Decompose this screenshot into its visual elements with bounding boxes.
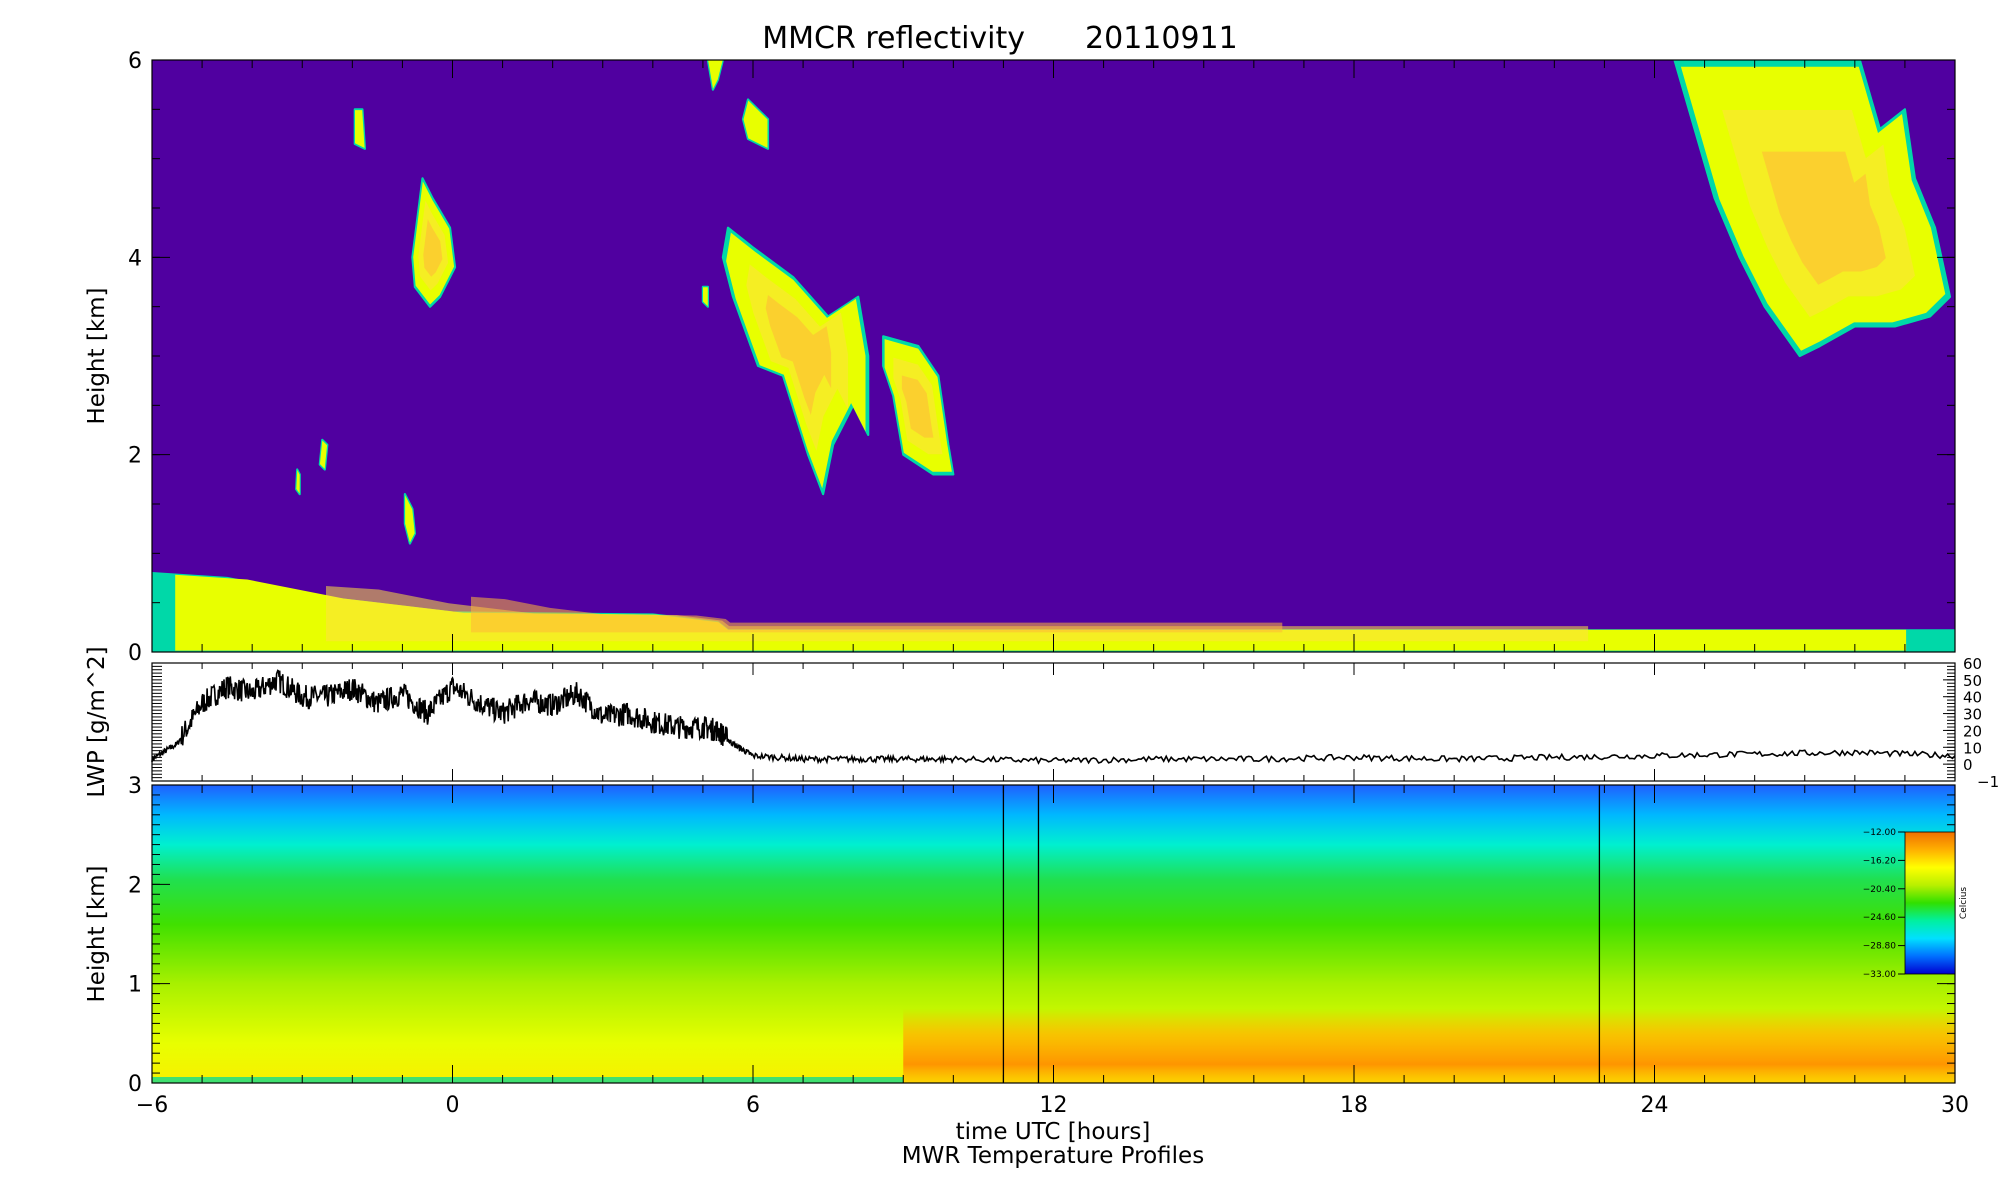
x-tick-label: 12 [1040, 1093, 1068, 1118]
cloud-feature-layer [765, 295, 832, 415]
y-tick-label: 0 [128, 1072, 142, 1097]
colorbar-tick-label: −33.00 [1863, 970, 1897, 980]
cloud-feature [403, 493, 416, 545]
lwp-y-tick-label: 40 [1963, 689, 1982, 707]
y-tick-label: 6 [128, 49, 142, 74]
x-tick-label: 24 [1641, 1093, 1669, 1118]
cloud-feature [1673, 60, 1952, 358]
cloud-feature-layer [471, 596, 1283, 633]
cloud-feature [411, 177, 457, 308]
vertical-markers [1002, 785, 1636, 1083]
colorbar-tick-label: −20.40 [1863, 885, 1897, 895]
caption: MWR Temperature Profiles [902, 1143, 1204, 1169]
colorbar-gradient [1904, 831, 1956, 975]
x-tick-label: −6 [136, 1093, 168, 1118]
cloud-feature-layer [901, 375, 934, 438]
lwp-y-tick-label: 30 [1963, 706, 1982, 724]
reflectivity-axis-ticks: 0 2 4 6 [128, 49, 1956, 666]
cloud-feature-layer [296, 470, 300, 494]
cloud-feature [152, 572, 1955, 652]
colorbar-tick-label: −24.60 [1863, 913, 1897, 923]
lwp-y-tick-label: 60 [1963, 655, 1982, 673]
colorbar: −12.00 −16.20 −20.40 −24.60 −28.80 −33.00 Cel… [1863, 828, 1969, 980]
surface-strip [152, 1077, 904, 1083]
cloud-feature-layer [405, 495, 415, 543]
x-tick-label: 6 [746, 1093, 760, 1118]
cloud-feature [706, 60, 724, 91]
reflectivity-background [152, 60, 1955, 652]
chart-title: MMCR reflectivity 20110911 [762, 21, 1237, 56]
colorbar-label: Celcius [1959, 887, 1969, 919]
colorbar-tick-label: −28.80 [1863, 942, 1897, 952]
cloud-features [152, 60, 1955, 652]
y-tick-label: 2 [128, 444, 142, 469]
cloud-feature-layer [423, 219, 443, 277]
y-tick-label: 0 [128, 641, 142, 666]
reflectivity-panel: 0 2 4 6 Height [km] [84, 49, 1956, 666]
lwp-series-line [151, 669, 1956, 765]
x-tick-label: 18 [1340, 1093, 1368, 1118]
y-tick-label: 2 [128, 873, 142, 898]
cloud-feature [318, 438, 329, 471]
y-tick-label: 3 [128, 774, 142, 799]
warm-layer [903, 1008, 1955, 1083]
x-tick-label: 0 [446, 1093, 460, 1118]
temperature-panel: 0 1 2 3 Height [km] −12.00 −16.20 −20.40 −24.6… [84, 774, 1969, 1097]
cloud-feature-layer [355, 110, 365, 148]
cloud-feature-layer [708, 60, 723, 89]
colorbar-tick-label: −12.00 [1863, 828, 1897, 838]
lwp-ylabel: LWP [g/m^2] [84, 646, 110, 797]
cloud-feature [741, 98, 770, 150]
lwp-y-tick-label: 50 [1963, 672, 1982, 690]
x-axis-label: time UTC [hours] [956, 1119, 1151, 1145]
colorbar-tick-label: −16.20 [1863, 856, 1897, 866]
cloud-feature [882, 335, 955, 476]
lwp-y-tick-label: 0 [1963, 756, 1973, 774]
cloud-feature-layer [703, 287, 708, 307]
cloud-feature [353, 108, 366, 150]
colorbar-ticks: −12.00 −16.20 −20.40 −24.60 −28.80 −33.00 [1863, 828, 1905, 980]
y-tick-label: 1 [128, 973, 142, 998]
lwp-y-tick-label: 10 [1963, 739, 1982, 757]
cloud-feature-layer [743, 100, 768, 148]
cloud-feature [721, 226, 870, 496]
cloud-feature [295, 468, 301, 496]
lwp-background [152, 663, 1955, 781]
lwp-y-tick-label: 20 [1963, 722, 1982, 740]
cloud-feature [701, 285, 709, 308]
temperature-axis-ticks: 0 1 2 3 [128, 774, 1956, 1097]
cloud-feature-layer [1761, 151, 1886, 285]
cloud-feature-layer [319, 440, 328, 469]
x-tick-label: 30 [1941, 1093, 1969, 1118]
y-tick-label: 4 [128, 246, 142, 271]
lwp-y-tick-label: −10 [1977, 773, 2000, 791]
x-tick-labels: −6 0 6 12 18 24 30 [136, 1093, 1969, 1118]
temperature-ylabel: Height [km] [84, 865, 110, 1002]
reflectivity-ylabel: Height [km] [84, 287, 110, 424]
